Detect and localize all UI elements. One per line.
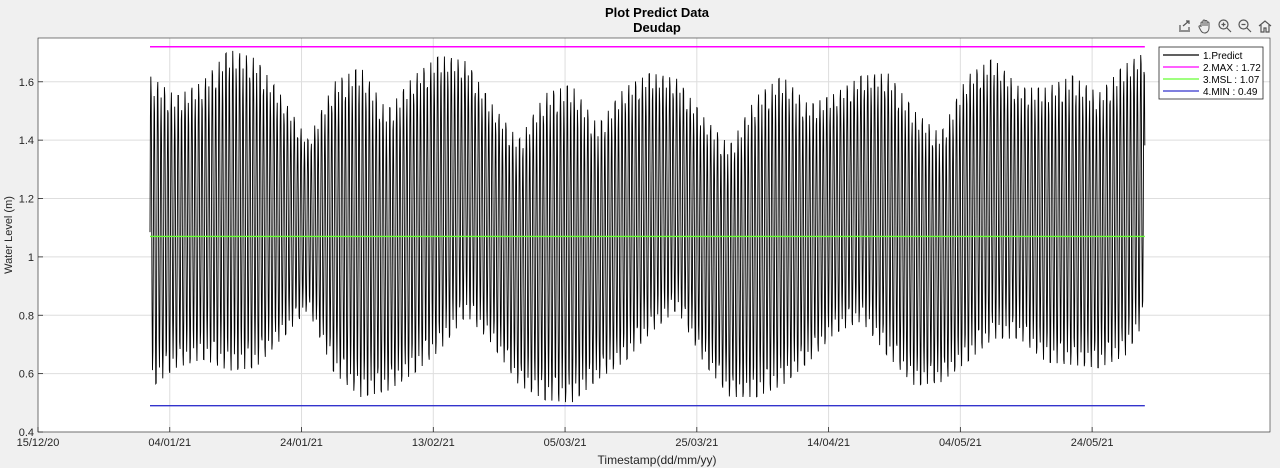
legend-label: 4.MIN : 0.49 <box>1203 87 1258 98</box>
series-layer <box>149 46 1146 407</box>
export-icon[interactable] <box>1176 17 1194 35</box>
legend-label: 3.MSL : 1.07 <box>1203 75 1260 86</box>
legend-label: 1.Predict <box>1203 51 1243 62</box>
y-tick-label: 1.2 <box>19 194 34 206</box>
y-tick-label: 1 <box>28 252 34 264</box>
x-tick-label: 13/02/21 <box>412 437 455 449</box>
x-tick-label: 24/05/21 <box>1071 437 1114 449</box>
legend-label: 2.MAX : 1.72 <box>1203 63 1261 74</box>
pan-hand-icon[interactable] <box>1196 17 1214 35</box>
x-tick-label: 25/03/21 <box>675 437 718 449</box>
chart-subtitle: Deudap <box>633 20 681 35</box>
y-tick-label: 0.8 <box>19 310 34 322</box>
home-icon[interactable] <box>1256 17 1274 35</box>
legend-box <box>1158 46 1264 100</box>
x-tick-label: 04/01/21 <box>148 437 191 449</box>
chart-title: Plot Predict Data <box>605 5 710 20</box>
zoom-in-icon[interactable] <box>1216 17 1234 35</box>
axes: 15/12/20 04/01/21 24/01/21 13/02/21 05/03/21… <box>17 77 1114 449</box>
axes-toolbar <box>1176 17 1274 35</box>
x-axis-label: Timestamp(dd/mm/yy) <box>598 453 717 467</box>
y-tick-label: 0.4 <box>19 427 34 439</box>
x-tick-label: 24/01/21 <box>280 437 323 449</box>
zoom-out-icon[interactable] <box>1236 17 1254 35</box>
y-tick-label: 0.6 <box>19 369 34 381</box>
predict-series-line <box>149 50 1146 403</box>
x-tick-label: 05/03/21 <box>544 437 587 449</box>
plot-border <box>37 37 1271 433</box>
y-axis-label: Water Level (m) <box>3 196 15 274</box>
y-tick-label: 1.6 <box>19 77 34 89</box>
x-tick-label: 04/05/21 <box>939 437 982 449</box>
y-tick-label: 1.4 <box>19 135 34 147</box>
x-tick-label: 14/04/21 <box>807 437 850 449</box>
x-tick-label: 15/12/20 <box>17 437 60 449</box>
